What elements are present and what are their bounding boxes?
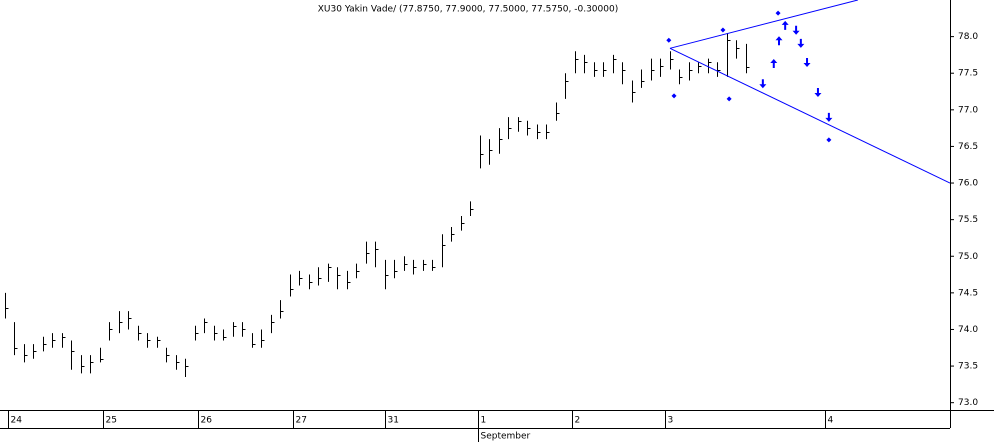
x-tick-label: 24 (11, 416, 23, 426)
x-tick-label: 3 (668, 416, 674, 426)
y-tick-label: 77.0 (958, 105, 978, 115)
trendline (669, 47, 951, 184)
y-tick-label: 78.0 (958, 32, 978, 42)
y-tick-label: 73.5 (958, 362, 978, 372)
y-tick-label: 74.5 (958, 288, 978, 298)
x-tick-label: 4 (828, 416, 834, 426)
trendline (669, 0, 858, 49)
down-arrow (797, 38, 805, 48)
x-tick-label: 31 (388, 416, 399, 426)
y-tick-label: 75.0 (958, 252, 978, 262)
down-arrow (825, 112, 833, 122)
diamond-marker (720, 27, 726, 33)
y-tick-label: 74.0 (958, 325, 978, 335)
chart-title: XU30 Yakin Vade/ (77.8750, 77.9000, 77.5… (318, 5, 618, 15)
y-tick-label: 76.5 (958, 142, 978, 152)
down-arrow (803, 57, 811, 67)
up-arrow (781, 20, 789, 30)
diamond-marker (775, 10, 781, 16)
diamond-marker (671, 93, 677, 99)
down-arrow (759, 79, 767, 89)
y-tick-label: 75.5 (958, 215, 978, 225)
diamond-marker (826, 137, 832, 143)
x-tick-label: 2 (575, 416, 581, 426)
x-group-label: September (481, 432, 531, 442)
down-arrow (792, 25, 800, 35)
x-tick-label: 27 (296, 416, 307, 426)
up-arrow (775, 36, 783, 46)
y-tick-label: 73.0 (958, 398, 978, 408)
y-tick-label: 77.5 (958, 69, 978, 79)
x-tick-label: 1 (481, 416, 487, 426)
diamond-marker (726, 96, 732, 102)
x-tick-label: 26 (201, 416, 213, 426)
y-tick-label: 76.0 (958, 179, 978, 189)
up-arrow (770, 58, 778, 68)
diamond-marker (666, 37, 672, 43)
x-tick-label: 25 (106, 416, 117, 426)
down-arrow (814, 87, 822, 97)
